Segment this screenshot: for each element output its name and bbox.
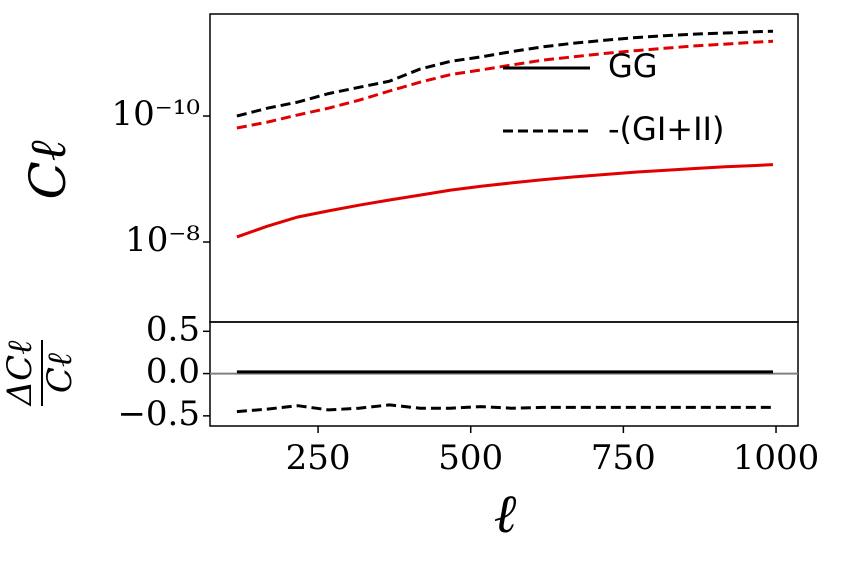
- y-axis-label: Cℓ: [19, 140, 77, 199]
- series-line: [236, 403, 773, 414]
- y-tick-label: −0.5: [117, 394, 200, 434]
- x-axis-label: ℓ: [494, 482, 517, 545]
- legend-label: -(GI+II): [608, 110, 724, 148]
- legend-label: GG: [608, 47, 658, 85]
- y-axis-label-numerator: ΔCℓ: [0, 341, 40, 408]
- series-line: [236, 39, 774, 130]
- y-tick-label: 0.5: [146, 309, 200, 349]
- series-line: [236, 163, 774, 239]
- x-tick-label: 250: [286, 438, 351, 478]
- x-tick-label: 1000: [733, 438, 820, 478]
- x-tick-label: 500: [438, 438, 503, 478]
- y-tick-label: 10⁻¹⁰: [112, 94, 200, 134]
- y-axis-label-denominator: Cℓ: [40, 353, 80, 393]
- y-tick-label: 0.0: [146, 352, 200, 392]
- series-line: [236, 29, 774, 118]
- y-tick-label: 10⁻⁸: [125, 220, 200, 260]
- x-tick-label: 750: [591, 438, 656, 478]
